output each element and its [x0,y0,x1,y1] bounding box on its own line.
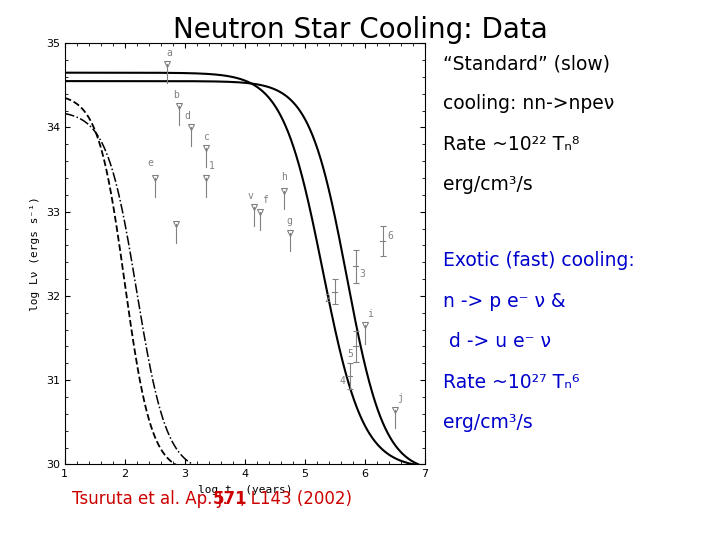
Text: Rate ~10²² Tₙ⁸: Rate ~10²² Tₙ⁸ [443,135,579,154]
Text: a: a [167,48,173,58]
Text: b: b [173,90,179,100]
Text: h: h [281,172,287,182]
Text: 5: 5 [347,349,353,359]
Text: n -> p e⁻ ν &: n -> p e⁻ ν & [443,292,565,310]
Text: d: d [185,111,191,121]
Text: erg/cm³/s: erg/cm³/s [443,176,533,194]
Text: cooling: nn->npeν: cooling: nn->npeν [443,94,614,113]
Text: 6: 6 [387,231,393,241]
Text: i: i [366,309,372,319]
Text: Rate ~10²⁷ Tₙ⁶: Rate ~10²⁷ Tₙ⁶ [443,373,580,392]
Text: 4: 4 [340,376,346,386]
Text: 3: 3 [359,269,365,279]
Text: f: f [261,195,268,205]
Text: d -> u e⁻ ν: d -> u e⁻ ν [443,332,551,351]
Y-axis label: log Lν (ergs s⁻¹): log Lν (ergs s⁻¹) [30,197,40,311]
Text: 571: 571 [212,490,247,508]
Text: Tsuruta et al. Ap. J.: Tsuruta et al. Ap. J. [72,490,233,508]
Text: , L143 (2002): , L143 (2002) [240,490,352,508]
Text: j: j [397,393,402,403]
Text: c: c [203,132,209,142]
Text: erg/cm³/s: erg/cm³/s [443,413,533,432]
Text: Neutron Star Cooling: Data: Neutron Star Cooling: Data [173,16,547,44]
Text: “Standard” (slow): “Standard” (slow) [443,54,610,73]
Text: Exotic (fast) cooling:: Exotic (fast) cooling: [443,251,634,270]
X-axis label: log t  (years): log t (years) [197,485,292,495]
Text: 2: 2 [325,294,330,305]
Text: g: g [287,216,293,226]
Text: 1: 1 [209,161,215,171]
Text: v: v [248,191,253,201]
Text: e: e [147,158,153,168]
